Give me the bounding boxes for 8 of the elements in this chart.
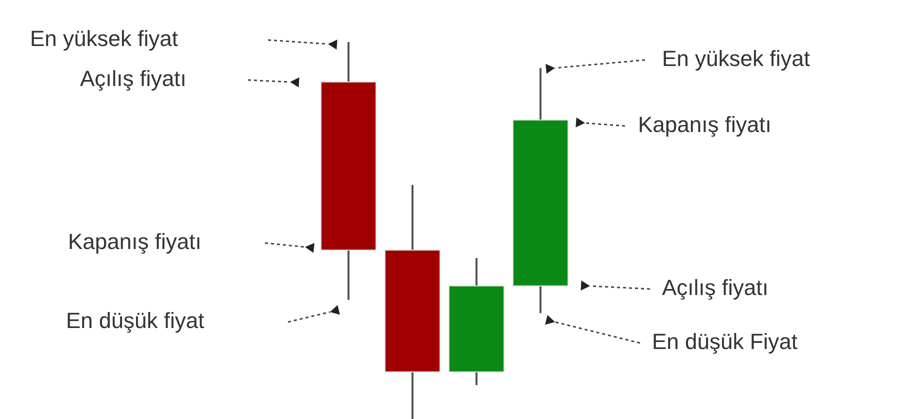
text: En yüksek fiyat [662, 46, 810, 71]
text: Kapanış fiyatı [68, 228, 202, 254]
text: Açılış fiyatı [80, 66, 186, 91]
text: En düşük fiyat [66, 308, 204, 333]
text: En yüksek fiyat [30, 26, 178, 51]
text: Kapanış fiyatı [638, 112, 772, 137]
text: En düşük Fiyat [652, 328, 798, 354]
text: Açılış fiyatı [662, 274, 768, 300]
